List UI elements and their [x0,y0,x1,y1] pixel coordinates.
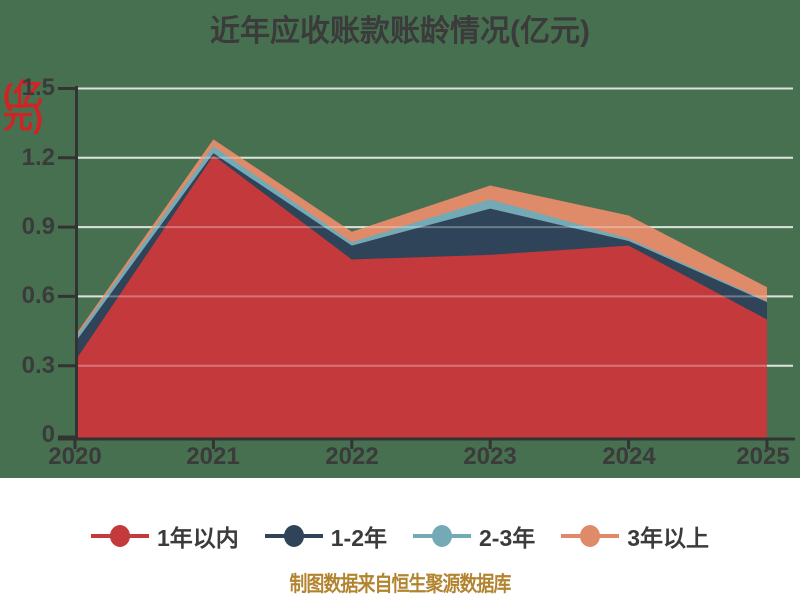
legend-item-over-3-years: 3年以上 [561,519,709,553]
stacked-area-chart [58,86,795,449]
legend-item-2-3-years: 2-3年 [413,519,535,553]
data-source-note: 制图数据来自恒生聚源数据库 [289,573,512,596]
x-tick-label: 2023 [463,443,517,470]
legend-marker-icon [413,524,471,548]
legend-marker-icon [561,524,620,548]
legend-label: 3年以上 [627,525,710,551]
legend-item-under-1-year: 1年以内 [90,519,239,553]
legend-label: 2-3年 [479,525,536,551]
chart-title: 近年应收账款账龄情况(亿元) [210,15,590,48]
legend-marker-icon [90,524,149,548]
y-tick-label: 0.3 [21,352,55,379]
x-tick-label: 2025 [736,443,790,470]
y-tick-label: 0.6 [21,282,55,309]
y-tick-label: 0 [41,421,55,448]
legend-marker-icon [264,524,323,548]
chart-legend: 1年以内 1-2年 2-3年 3年以上 [0,516,800,556]
legend-label: 1年以内 [156,525,239,551]
x-tick-label: 2021 [186,443,240,470]
x-tick-label: 2020 [48,443,102,470]
area-series-0 [75,155,767,441]
x-tick-label: 2022 [325,443,379,470]
legend-label: 1-2年 [330,525,387,551]
y-tick-label: 1.5 [21,74,55,101]
legend-item-1-2-years: 1-2年 [264,519,387,553]
x-tick-label: 2024 [602,443,656,470]
y-tick-label: 1.2 [21,144,55,171]
y-tick-label: 0.9 [21,213,55,240]
